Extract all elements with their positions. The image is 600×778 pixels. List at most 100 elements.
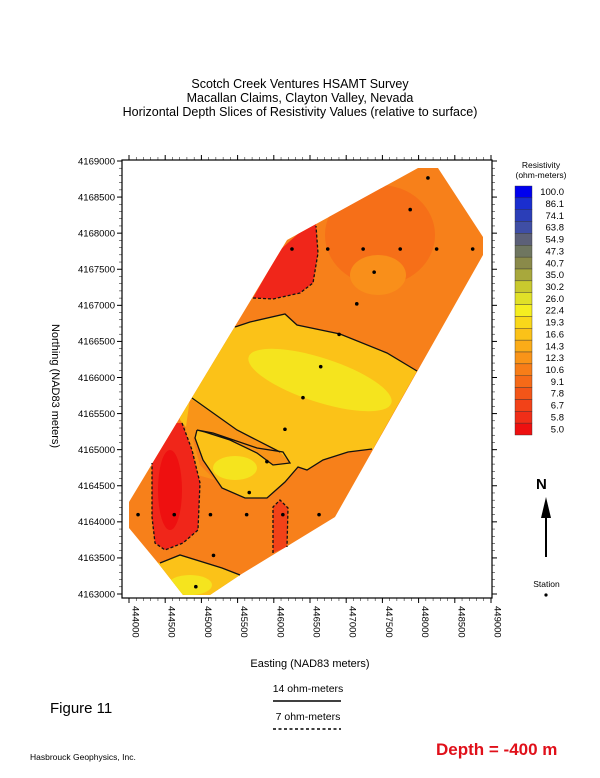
station-point <box>470 247 475 251</box>
y-tick-label: 4164500 <box>78 481 115 492</box>
depth-label: Depth = -400 m <box>436 740 558 759</box>
colorbar-label: 14.3 <box>546 341 565 352</box>
station-point <box>398 247 403 251</box>
north-label: N <box>536 476 547 493</box>
stations <box>136 176 475 589</box>
contour-7-ohm <box>151 225 319 553</box>
colorbar-swatch <box>514 280 533 293</box>
colorbar-title: Resistivity (ohm-meters) <box>506 160 576 180</box>
colorbar-swatch <box>514 221 533 234</box>
legend-solid-label: 14 ohm-meters <box>272 683 344 695</box>
colorbar-label: 63.8 <box>546 223 565 234</box>
station-point <box>244 512 249 517</box>
station-point <box>211 553 216 558</box>
colorbar: 100.086.174.163.854.947.340.735.030.226.… <box>514 185 565 436</box>
y-tick-label: 4167000 <box>78 301 115 312</box>
credit: Hasbrouck Geophysics, Inc. <box>30 752 136 762</box>
colorbar-label: 26.0 <box>546 294 565 305</box>
x-tick-label: 445000 <box>202 606 213 638</box>
title-line-2: Macallan Claims, Clayton Valley, Nevada <box>186 91 414 105</box>
station-point <box>317 512 321 517</box>
colorbar-label: 9.1 <box>551 377 564 388</box>
station-point <box>194 584 198 589</box>
x-tick-label: 449000 <box>492 606 503 638</box>
station-point <box>325 247 330 251</box>
station-point <box>208 512 213 517</box>
colorbar-label: 7.8 <box>551 389 564 400</box>
y-tick-label: 4165000 <box>78 445 115 456</box>
colorbar-label: 40.7 <box>546 258 565 269</box>
station-point <box>372 270 376 274</box>
title-line-1: Scotch Creek Ventures HSAMT Survey <box>191 77 409 91</box>
station-point <box>172 512 177 517</box>
station-point <box>283 427 287 432</box>
station-label: Station <box>533 579 560 589</box>
station-legend-dot <box>544 593 548 597</box>
y-tick-label: 4165500 <box>78 409 115 420</box>
colorbar-label: 5.8 <box>551 412 564 423</box>
colorbar-label: 86.1 <box>546 199 565 210</box>
y-tick-label: 4166000 <box>78 373 115 384</box>
colorbar-swatch <box>514 185 533 199</box>
colorbar-swatch <box>514 351 533 365</box>
x-tick-label: 448000 <box>419 606 430 638</box>
station-point <box>265 459 269 464</box>
colorbar-swatch <box>514 422 533 436</box>
colorbar-swatch <box>514 197 533 210</box>
figure-label: Figure 11 <box>50 700 113 717</box>
colorbar-swatch <box>514 292 533 305</box>
colorbar-label: 6.7 <box>551 401 564 412</box>
y-tick-label: 4169000 <box>78 156 115 167</box>
x-tick-label: 448500 <box>455 606 466 638</box>
colorbar-label: 19.3 <box>546 318 565 329</box>
colorbar-swatch <box>514 268 533 282</box>
y-axis-label: Northing (NAD83 meters) <box>49 323 61 449</box>
title-line-3: Horizontal Depth Slices of Resistivity V… <box>122 105 478 119</box>
legend-dashed-label: 7 ohm-meters <box>275 711 341 723</box>
colorbar-label: 5.0 <box>551 424 564 435</box>
colorbar-label: 16.6 <box>546 329 565 340</box>
colorbar-label: 22.4 <box>546 306 565 317</box>
station-point <box>426 176 430 180</box>
colorbar-swatch <box>514 233 533 246</box>
x-tick-label: 447000 <box>347 606 358 638</box>
y-tick-label: 4163500 <box>78 553 115 564</box>
colorbar-swatch <box>514 245 533 258</box>
station-point <box>281 512 285 517</box>
station-point <box>136 512 140 517</box>
colorbar-swatch <box>514 399 533 412</box>
station-point <box>301 395 305 400</box>
x-tick-label: 444500 <box>166 606 177 638</box>
y-tick-label: 4168500 <box>78 192 115 203</box>
colorbar-swatch <box>514 209 533 222</box>
colorbar-label: 35.0 <box>546 270 565 281</box>
x-tick-label: 445500 <box>238 606 249 638</box>
x-tick-label: 446000 <box>274 606 285 638</box>
colorbar-swatch <box>514 375 533 388</box>
colorbar-label: 54.9 <box>546 235 565 246</box>
x-axis-label: Easting (NAD83 meters) <box>250 658 370 670</box>
colorbar-swatch <box>514 256 533 270</box>
colorbar-swatch <box>514 363 533 376</box>
y-tick-label: 4164000 <box>78 517 115 528</box>
colorbar-label: 100.0 <box>540 187 564 198</box>
colorbar-swatch <box>514 411 533 424</box>
colorbar-title-1: Resistivity <box>521 160 561 170</box>
x-tick-label: 447500 <box>383 606 394 638</box>
north-arrow-icon <box>541 497 551 518</box>
station-point <box>337 332 341 337</box>
axis-ticks: 444000 444500 445000 445500 446000 446500 4470… <box>78 155 503 638</box>
y-tick-label: 4166500 <box>78 337 115 348</box>
station-point <box>434 247 439 251</box>
station-point <box>318 364 323 369</box>
colorbar-swatch <box>514 316 533 329</box>
station-point <box>247 490 252 495</box>
contour-14-ohm <box>159 313 418 576</box>
station-point <box>290 247 294 251</box>
colorbar-swatch <box>514 387 533 400</box>
station-point <box>361 247 365 251</box>
y-tick-label: 4163000 <box>78 589 115 600</box>
colorbar-label: 47.3 <box>546 246 565 257</box>
colorbar-swatch <box>514 339 533 353</box>
x-tick-label: 446500 <box>311 606 322 638</box>
